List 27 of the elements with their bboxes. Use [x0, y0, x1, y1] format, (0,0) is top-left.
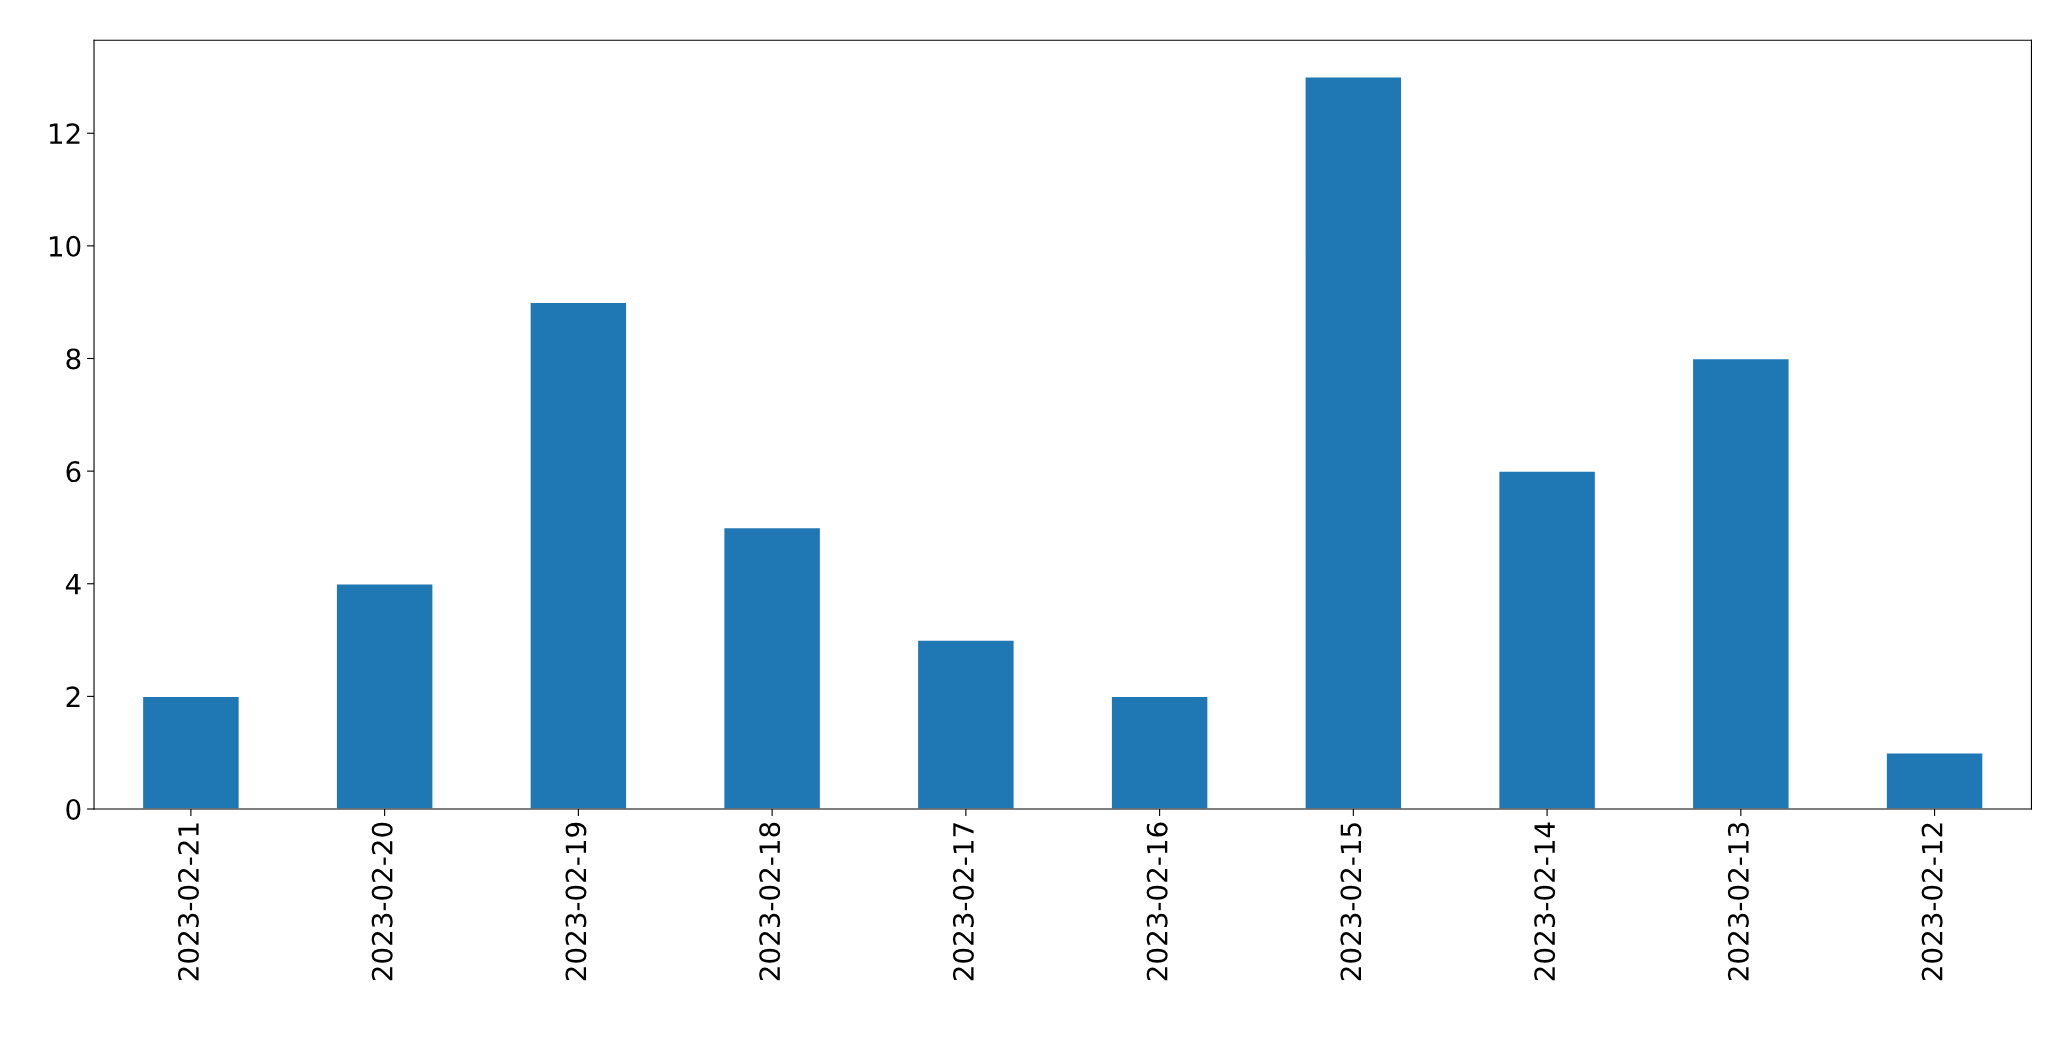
bar [141, 695, 241, 810]
x-tick-label: 2023-02-21 [177, 823, 199, 981]
bar [529, 301, 628, 810]
y-tick-label: 6 [66, 461, 81, 483]
bar [1304, 76, 1403, 810]
bar [1110, 695, 1209, 810]
bar [1885, 752, 1984, 810]
bar [1691, 357, 1790, 810]
bar [916, 639, 1015, 810]
x-tick-label: 2023-02-20 [371, 822, 393, 981]
y-tick-label: 12 [49, 123, 80, 144]
x-tick-label: 2023-02-19 [565, 822, 587, 981]
bar [722, 526, 822, 810]
y-tick-label: 2 [66, 686, 80, 707]
x-tick-label: 2023-02-18 [759, 822, 781, 981]
x-tick-label: 2023-02-14 [1534, 822, 1556, 981]
x-tick-label: 2023-02-12 [1921, 823, 1943, 981]
y-tick-label: 8 [66, 348, 81, 370]
y-tick-label: 0 [66, 798, 81, 820]
bar [1497, 470, 1597, 810]
x-tick-label: 2023-02-13 [1727, 823, 1749, 981]
x-tick-label: 2023-02-17 [952, 823, 974, 981]
bar [335, 583, 434, 810]
x-tick-label: 2023-02-16 [1146, 822, 1168, 981]
y-tick-label: 4 [65, 574, 81, 595]
x-tick-label: 2023-02-15 [1340, 823, 1362, 981]
y-tick-label: 10 [49, 235, 81, 257]
